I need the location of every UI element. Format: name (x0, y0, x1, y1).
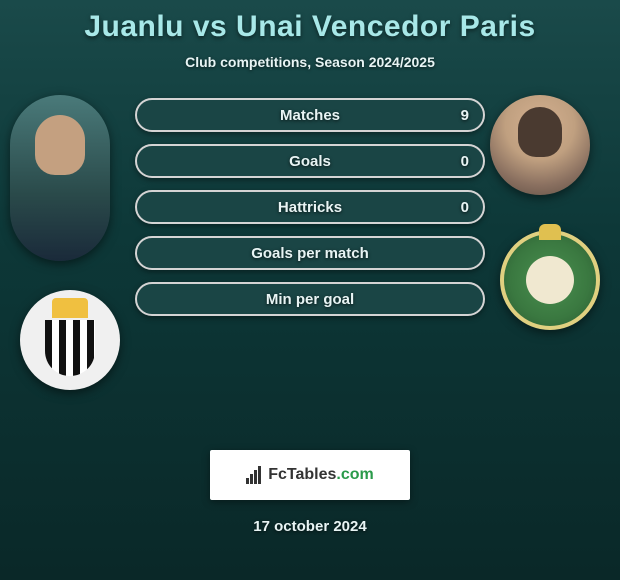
main-area: Matches 9 Goals 0 Hattricks 0 Goals per … (0, 95, 620, 395)
stat-row-min-per-goal: Min per goal (135, 282, 485, 316)
stat-value: 0 (461, 199, 469, 216)
stat-value: 9 (461, 107, 469, 124)
player-left-avatar (10, 95, 110, 261)
stat-value: 0 (461, 153, 469, 170)
bars-icon (246, 466, 262, 484)
comparison-card: Juanlu vs Unai Vencedor Paris Club compe… (0, 0, 620, 535)
branding-suffix: .com (336, 466, 373, 483)
club-left-crest (20, 290, 120, 390)
page-title: Juanlu vs Unai Vencedor Paris (0, 10, 620, 44)
branding-text: FcTables.com (246, 466, 374, 484)
stat-label: Matches (280, 107, 340, 124)
stat-row-matches: Matches 9 (135, 98, 485, 132)
stat-row-goals-per-match: Goals per match (135, 236, 485, 270)
stat-label: Goals per match (251, 245, 369, 262)
stat-label: Goals (289, 153, 331, 170)
club-right-crest (500, 230, 600, 330)
date-label: 17 october 2024 (0, 518, 620, 535)
stat-label: Min per goal (266, 291, 354, 308)
stat-row-hattricks: Hattricks 0 (135, 190, 485, 224)
stat-label: Hattricks (278, 199, 342, 216)
player-right-avatar (490, 95, 590, 195)
stats-list: Matches 9 Goals 0 Hattricks 0 Goals per … (135, 98, 485, 328)
stat-row-goals: Goals 0 (135, 144, 485, 178)
branding-name: FcTables (268, 466, 336, 483)
branding-logo[interactable]: FcTables.com (210, 450, 410, 500)
subtitle: Club competitions, Season 2024/2025 (0, 54, 620, 70)
